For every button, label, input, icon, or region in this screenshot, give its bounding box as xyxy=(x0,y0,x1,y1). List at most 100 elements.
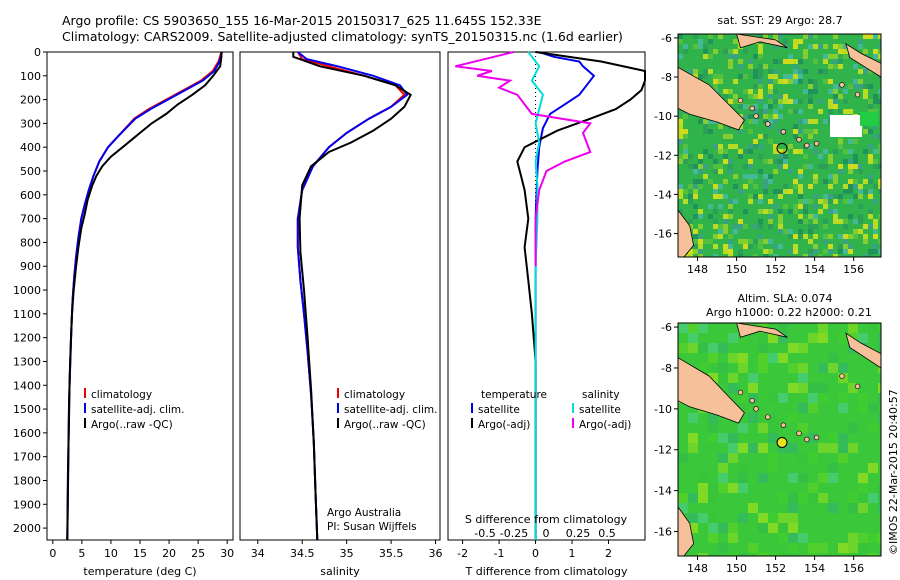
map-ytick-label: -10 xyxy=(654,403,672,416)
difference-xtick-label: 0 xyxy=(532,547,539,560)
map-ytick-label: -16 xyxy=(654,525,672,538)
salinity-series-argo xyxy=(292,52,413,541)
sla-map-frame xyxy=(677,322,882,557)
salinity-frame xyxy=(239,51,441,541)
credit-line-1: Argo Australia xyxy=(327,507,401,519)
map-ytick-label: -12 xyxy=(654,444,672,457)
land-islet xyxy=(796,430,802,437)
map-ytick-label: -12 xyxy=(654,149,672,162)
land-islet xyxy=(854,383,861,390)
salinity-xtick-label: 34 xyxy=(251,547,265,560)
salinity-panel: 34 34.5 35 35.5 36 salinity xyxy=(239,51,443,578)
difference-frame xyxy=(447,51,646,541)
depth-tick-label: 1600 xyxy=(13,427,41,440)
temperature-xtick-label: 5 xyxy=(78,547,85,560)
difference-xtick-label: 2 xyxy=(605,547,612,560)
map-xtick-label: 152 xyxy=(765,263,786,276)
temperature-series-satellite-adj-clim- xyxy=(66,51,223,541)
depth-tick-label: 0 xyxy=(34,46,41,59)
sst-map-title: sat. SST: 29 Argo: 28.7 xyxy=(717,14,842,27)
map-ytick-label: -16 xyxy=(654,228,672,241)
difference-xtick-label: -2 xyxy=(457,547,468,560)
map-xtick-label: 148 xyxy=(687,562,708,575)
depth-tick-label: 1300 xyxy=(13,355,41,368)
missing-data-patch xyxy=(830,115,862,137)
land-australia xyxy=(678,209,695,257)
depth-tick-label: 500 xyxy=(20,165,41,178)
header-line-1: Argo profile: CS 5903650_155 16-Mar-2015… xyxy=(62,13,542,28)
salinity-xlabel: salinity xyxy=(320,565,360,578)
difference-series-t-satellite xyxy=(534,51,596,540)
depth-tick-label: 900 xyxy=(20,260,41,273)
land-islet xyxy=(780,422,787,428)
map-ytick-label: -10 xyxy=(654,110,672,123)
land-australia xyxy=(678,506,695,556)
temperature-series-argo xyxy=(66,52,223,541)
land-islet xyxy=(813,140,820,147)
sla-map-argo-marker xyxy=(776,436,788,448)
legend-label: Argo(..raw -QC) xyxy=(91,419,173,431)
land-islet xyxy=(765,414,771,420)
depth-tick-label: 700 xyxy=(20,213,41,226)
salinity-xtick-label: 36 xyxy=(429,547,443,560)
depth-tick-label: 800 xyxy=(20,236,41,249)
land-islet xyxy=(804,436,810,443)
s-xtick-label: 0.5 xyxy=(598,527,616,540)
temperature-xtick-label: 30 xyxy=(220,547,234,560)
land-new-guinea xyxy=(678,66,745,131)
map-ytick-label: -8 xyxy=(661,362,672,375)
depth-tick-label: 600 xyxy=(20,189,41,202)
map-xtick-label: 154 xyxy=(804,263,825,276)
temperature-panel: 0 5 10 15 20 25 30 temperature (deg C) xyxy=(46,51,234,578)
diff-s-xlabel: S difference from climatology xyxy=(465,513,628,526)
sla-map-field xyxy=(678,323,881,556)
s-xtick-label: 0 xyxy=(543,527,550,540)
difference-xtick-label: 1 xyxy=(569,547,576,560)
depth-tick-label: 1400 xyxy=(13,379,41,392)
sla-map: 148 150 152 154 156 -6 -8 -10 -12 -14 -16 xyxy=(654,321,882,575)
land-islet xyxy=(780,129,787,135)
map-ytick-label: -6 xyxy=(661,321,672,334)
temperature-xtick-label: 10 xyxy=(104,547,118,560)
land-new-britain xyxy=(736,34,788,49)
temperature-series-climatology xyxy=(66,51,223,541)
difference-xlabel: T difference from climatology xyxy=(465,565,628,578)
difference-xtick-label: -1 xyxy=(494,547,505,560)
header-line-2: Climatology: CARS2009. Satellite-adjuste… xyxy=(62,29,623,44)
depth-tick-label: 1900 xyxy=(13,498,41,511)
legend-label: climatology xyxy=(344,389,405,401)
salinity-xtick-label: 35.5 xyxy=(379,547,404,560)
land-islet xyxy=(804,142,810,149)
sst-map-argo-marker xyxy=(776,142,788,154)
legend-label: Argo(..raw -QC) xyxy=(344,419,426,431)
depth-tick-label: 1200 xyxy=(13,332,41,345)
map-xtick-label: 154 xyxy=(804,562,825,575)
land-islet xyxy=(813,434,820,441)
temperature-xtick-label: 25 xyxy=(191,547,205,560)
land-islet xyxy=(753,113,759,119)
land-islet xyxy=(737,389,744,396)
legend-label: satellite-adj. clim. xyxy=(344,404,437,416)
map-xtick-label: 148 xyxy=(687,263,708,276)
salinity-xtick-label: 35 xyxy=(340,547,354,560)
depth-tick-label: 100 xyxy=(20,70,41,83)
s-xtick-label: -0.25 xyxy=(500,527,528,540)
temperature-xtick-label: 20 xyxy=(162,547,176,560)
land-solomon-islands xyxy=(845,332,881,369)
land-islet xyxy=(839,373,845,379)
diff-legend-label: satellite xyxy=(478,404,520,416)
land-islet xyxy=(749,397,755,404)
land-islet xyxy=(749,105,755,112)
land-new-guinea xyxy=(678,357,745,424)
map-xtick-label: 150 xyxy=(726,562,747,575)
map-ytick-label: -14 xyxy=(654,188,672,201)
difference-panel: -2 -1 0 1 2 T difference from climatology xyxy=(447,51,646,578)
land-islet xyxy=(753,406,759,412)
legend-label: satellite-adj. clim. xyxy=(91,404,184,416)
temperature-frame xyxy=(46,51,234,541)
map-ytick-label: -6 xyxy=(661,32,672,45)
difference-series-s-argo-adj- xyxy=(455,51,593,267)
s-xtick-label: 0.25 xyxy=(566,527,591,540)
depth-tick-label: 200 xyxy=(20,94,41,107)
